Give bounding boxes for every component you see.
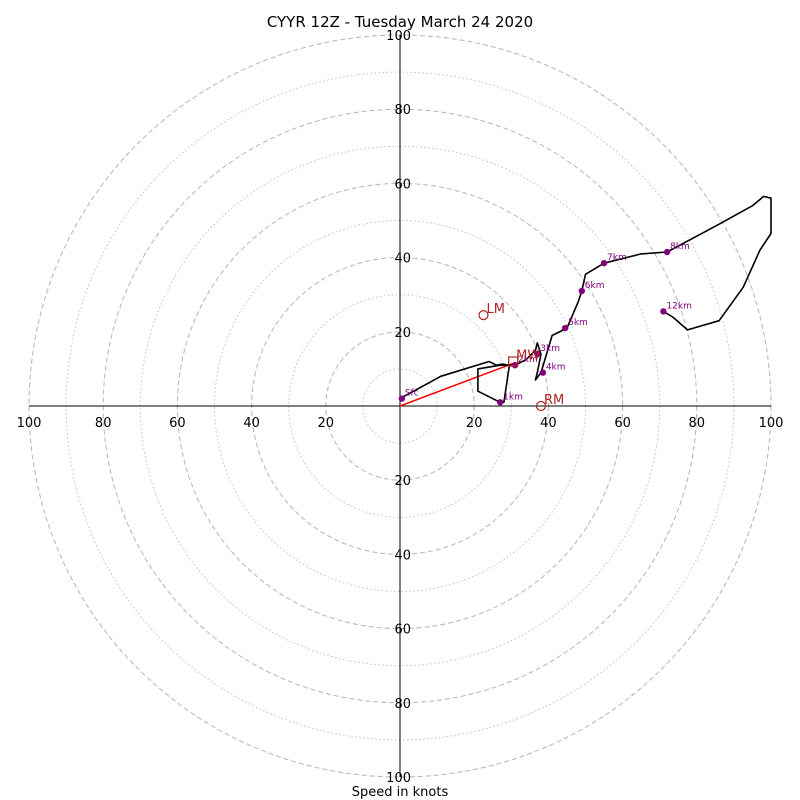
x-tick-label: 60 [169, 416, 186, 431]
x-tick-label: 20 [466, 416, 483, 431]
height-marker-label: 2km [518, 355, 538, 365]
x-tick-label: 40 [243, 416, 260, 431]
x-tick-label: 100 [17, 416, 42, 431]
x-axis-label: Speed in knots [352, 785, 449, 800]
height-marker-label: 12km [666, 301, 691, 311]
storm-motion-marker [508, 356, 519, 367]
shear-vector-line [399, 362, 514, 407]
height-marker-point [539, 369, 547, 376]
storm-motion-label: MW [516, 348, 540, 363]
height-marker-point [511, 361, 519, 369]
x-tick-label: 60 [614, 416, 631, 431]
height-marker-label: 7km [607, 253, 627, 263]
shear-vector [399, 362, 514, 407]
y-tick-label: 20 [394, 326, 411, 341]
y-tick-label: 80 [394, 697, 411, 712]
y-tick-label: 100 [386, 771, 411, 786]
y-tick-label: 40 [394, 548, 411, 563]
storm-motion-marker [478, 310, 489, 321]
tick-labels: 100 100 80 80 60 60 40 40 20 20 20 20 40 40 60 60 80 80 10… [17, 29, 784, 786]
height-marker-point [578, 287, 585, 295]
height-marker-point [663, 248, 671, 256]
chart-title: CYYR 12Z - Tuesday March 24 2020 [267, 13, 533, 31]
storm-motion-marker [535, 400, 547, 412]
height-marker-label: Sfc [405, 389, 419, 399]
y-tick-label: 80 [394, 103, 411, 118]
y-tick-label: 60 [394, 623, 411, 638]
x-tick-label: 100 [759, 416, 784, 431]
y-tick-label: 60 [394, 177, 411, 192]
x-tick-label: 80 [95, 416, 112, 431]
storm-motion-markers: LM MW RM [478, 302, 564, 412]
storm-motion-label: LM [486, 302, 504, 317]
wind-profile [399, 195, 772, 404]
height-marker-point [600, 259, 608, 267]
x-tick-label: 80 [689, 416, 706, 431]
y-tick-label: 40 [394, 252, 411, 267]
y-tick-label: 100 [386, 29, 411, 44]
x-tick-label: 40 [540, 416, 557, 431]
height-marker-label: 8km [670, 242, 690, 252]
height-marker-point [561, 324, 569, 332]
height-marker-point [660, 308, 667, 315]
wind-profile-line [399, 195, 772, 404]
height-marker-label: 5km [568, 318, 588, 328]
height-marker-label: 1km [503, 392, 523, 402]
y-tick-label: 20 [394, 474, 411, 489]
height-marker-point [398, 395, 406, 402]
x-tick-label: 20 [318, 416, 335, 431]
height-marker-point [534, 350, 541, 358]
height-marker-point [496, 399, 504, 406]
storm-motion-label: RM [544, 393, 564, 408]
height-marker-label: 3km [540, 344, 560, 354]
height-marker-label: 4km [546, 363, 566, 373]
height-marker-label: 6km [585, 281, 605, 291]
